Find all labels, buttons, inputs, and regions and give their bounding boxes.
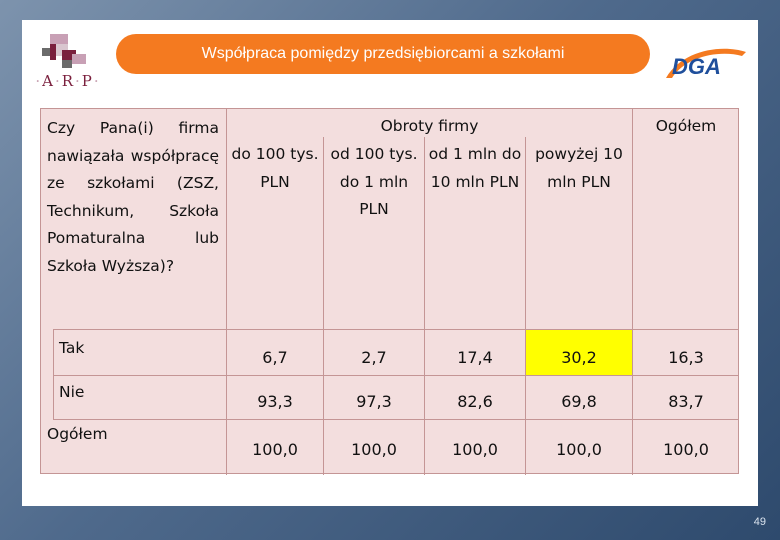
- highlighted-cell: 30,2: [526, 330, 632, 375]
- column-header-turnover-2: od 100 tys. do 1 mln PLN: [330, 145, 418, 219]
- results-table: Czy Pana(i) firma nawiązała współpracę z…: [40, 108, 739, 475]
- table-cell: 83,7: [668, 392, 704, 411]
- table-cell: 16,3: [668, 348, 704, 367]
- column-header-turnover-3: od 1 mln do 10 mln PLN: [428, 145, 522, 191]
- table-cell: 69,8: [561, 392, 597, 411]
- table-cell: 100,0: [663, 440, 709, 459]
- table-cell: 100,0: [556, 440, 602, 459]
- total-column-header: Ogółem: [655, 117, 717, 135]
- table-cell: 97,3: [356, 392, 392, 411]
- table-cell: 2,7: [361, 348, 387, 367]
- column-header-turnover-1: do 100 tys. PLN: [231, 145, 319, 191]
- table-cell: 82,6: [457, 392, 493, 411]
- table-cell: 17,4: [457, 348, 493, 367]
- arp-logo-text: ·A·R·P·: [35, 72, 101, 90]
- page-number: 49: [753, 516, 766, 528]
- question-header: Czy Pana(i) firma nawiązała współpracę z…: [47, 119, 219, 275]
- page-title: Współpraca pomiędzy przedsiębiorcami a s…: [116, 34, 650, 74]
- row-label-nie: Nie: [59, 383, 85, 401]
- turnover-group-header: Obroty firmy: [380, 117, 479, 135]
- arp-mark-icon: [42, 34, 86, 68]
- table-cell: 93,3: [257, 392, 293, 411]
- arp-logo: ·A·R·P·: [32, 32, 104, 94]
- table-cell: 6,7: [262, 348, 288, 367]
- dga-logo: DGA: [666, 48, 746, 79]
- column-header-turnover-4: powyżej 10 mln PLN: [535, 145, 623, 191]
- row-label-tak: Tak: [59, 339, 85, 357]
- table-cell: 100,0: [351, 440, 397, 459]
- table-cell: 100,0: [252, 440, 298, 459]
- slide: ·A·R·P· Współpraca pomiędzy przedsiębior…: [22, 20, 758, 506]
- svg-text:DGA: DGA: [672, 54, 721, 79]
- row-label-ogolem: Ogółem: [47, 425, 108, 443]
- table-cell: 100,0: [452, 440, 498, 459]
